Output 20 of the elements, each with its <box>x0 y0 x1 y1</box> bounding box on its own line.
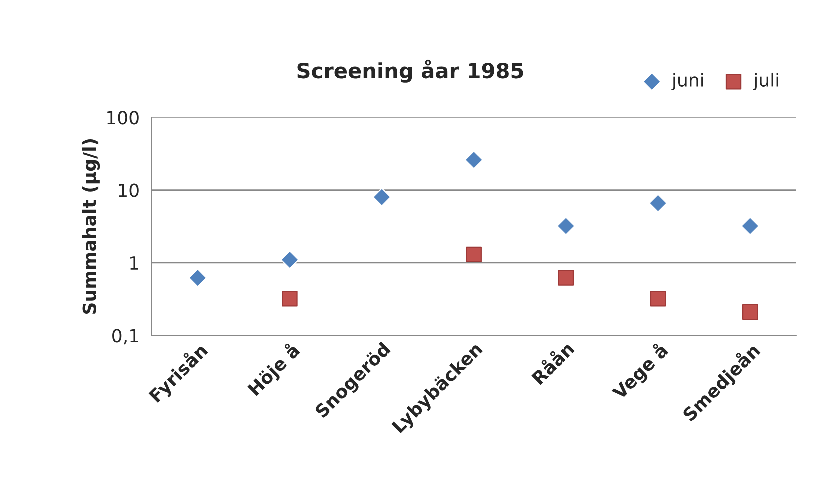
y-tick-label: 1 <box>130 256 138 270</box>
legend-label: juli <box>753 72 778 90</box>
y-tick-label: 10 <box>119 184 139 198</box>
legend-label: juni <box>672 72 704 90</box>
point <box>466 246 482 263</box>
y-axis-title: Summahalt (µg/l) <box>82 140 100 314</box>
point <box>742 304 758 320</box>
point <box>280 250 300 270</box>
point <box>282 291 298 307</box>
point <box>464 150 484 170</box>
chart-title: Screening åar 1985 <box>298 60 524 83</box>
y-tick-label: 100 <box>108 111 139 125</box>
point <box>558 270 574 286</box>
point <box>188 268 208 288</box>
y-tick-label: 0,1 <box>112 329 138 345</box>
point <box>556 216 576 236</box>
point <box>648 194 668 213</box>
point <box>740 216 760 236</box>
point <box>372 188 392 207</box>
point <box>650 291 666 307</box>
